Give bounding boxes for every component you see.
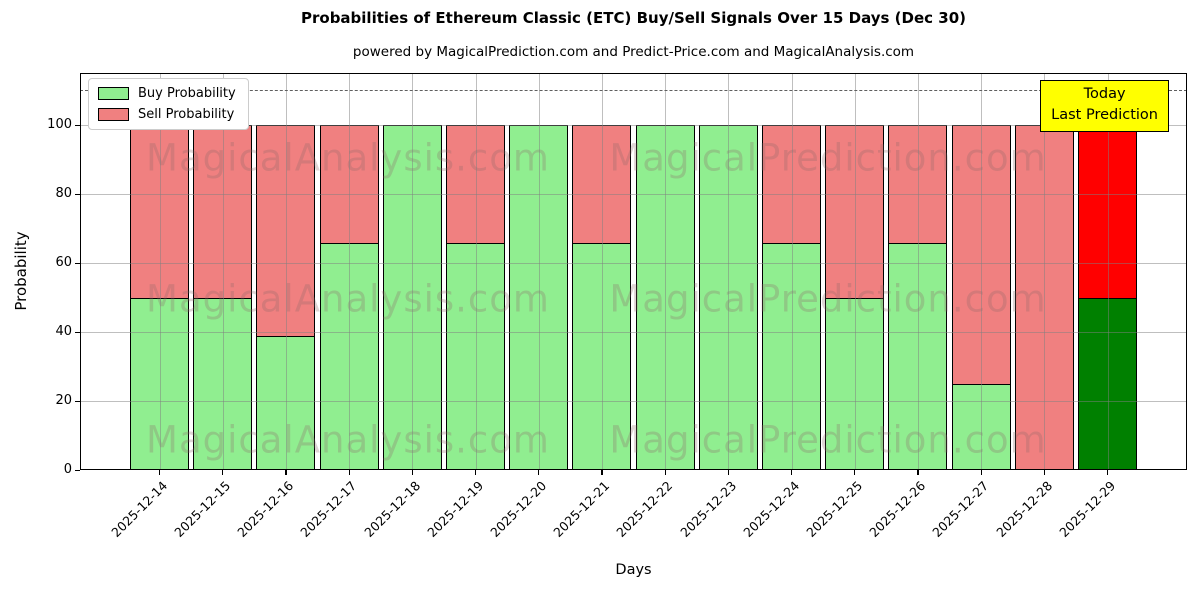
h-gridline xyxy=(80,331,1187,333)
x-tick-mark xyxy=(285,470,287,475)
x-tick-label-text: 2025-12-29 xyxy=(1056,478,1119,540)
v-gridline xyxy=(728,73,730,470)
y-tick-label: 100 xyxy=(47,116,72,132)
y-tick-mark xyxy=(75,331,80,334)
y-tick-label: 40 xyxy=(55,323,72,339)
watermark-text: MagicalAnalysis.com xyxy=(146,136,550,180)
v-gridline xyxy=(412,73,414,470)
legend-item-sell: Sell Probability xyxy=(98,107,236,122)
x-tick-mark xyxy=(158,470,161,475)
h-gridline xyxy=(80,193,1187,195)
dashed-threshold-line xyxy=(80,90,1187,92)
y-tick-label: 0 xyxy=(63,462,72,477)
v-gridline xyxy=(538,73,540,470)
y-tick-label: 80 xyxy=(55,185,72,201)
x-tick-label: 2025-12-29 xyxy=(948,478,1118,540)
x-tick-mark xyxy=(980,470,982,475)
x-tick-mark xyxy=(348,470,350,475)
v-gridline xyxy=(1044,73,1046,470)
x-tick-mark xyxy=(854,470,856,475)
v-gridline xyxy=(981,73,983,470)
v-gridline xyxy=(1107,73,1109,470)
v-gridline xyxy=(222,73,224,470)
x-tick-mark xyxy=(917,470,919,475)
annotation-line2: Last Prediction xyxy=(1051,107,1158,124)
annotation-line1: Today xyxy=(1083,86,1126,102)
h-gridline xyxy=(80,124,1187,126)
legend-label-buy: Buy Probability xyxy=(138,86,236,101)
h-gridline xyxy=(80,262,1187,264)
watermark-text: MagicalAnalysis.com xyxy=(146,418,550,462)
sell-probability-swatch xyxy=(98,108,129,121)
x-tick-mark xyxy=(411,470,413,475)
x-tick-mark xyxy=(1106,470,1109,475)
y-tick-label: 20 xyxy=(55,392,72,408)
buy-probability-swatch xyxy=(98,87,129,100)
v-gridline xyxy=(854,73,856,470)
y-tick-mark xyxy=(75,470,80,472)
x-tick-mark xyxy=(538,470,540,475)
v-gridline xyxy=(917,73,919,470)
legend: Buy Probability Sell Probability xyxy=(88,78,249,130)
watermark-text: MagicalAnalysis.com xyxy=(146,277,550,321)
today-annotation: Today Last Prediction xyxy=(1040,80,1169,133)
x-tick-mark xyxy=(222,470,224,475)
x-axis-label: Days xyxy=(615,562,652,578)
x-tick-mark xyxy=(727,470,729,475)
x-tick-mark xyxy=(1043,470,1045,475)
h-gridline xyxy=(80,400,1187,402)
x-tick-mark xyxy=(790,470,793,475)
y-tick-label: 60 xyxy=(55,254,72,270)
watermark-text: MagicalPrediction.com xyxy=(609,277,1047,321)
legend-label-sell: Sell Probability xyxy=(138,107,235,122)
v-gridline xyxy=(791,73,793,470)
y-tick-mark xyxy=(75,193,80,196)
v-gridline xyxy=(159,73,161,470)
chart-subtitle: powered by MagicalPrediction.com and Pre… xyxy=(352,44,915,60)
chart-title: Probabilities of Ethereum Classic (ETC) … xyxy=(301,9,966,27)
y-tick-mark xyxy=(75,400,80,403)
x-tick-mark xyxy=(664,470,666,475)
plot-area: Buy Probability Sell Probability Today L… xyxy=(47,73,1187,540)
legend-item-buy: Buy Probability xyxy=(98,86,236,101)
y-axis-label: Probability xyxy=(12,231,30,311)
x-tick-mark xyxy=(601,470,603,475)
v-gridline xyxy=(665,73,667,470)
v-gridline xyxy=(349,73,351,470)
y-tick-mark xyxy=(75,124,80,127)
y-tick-mark xyxy=(75,262,80,265)
watermark-text: MagicalPrediction.com xyxy=(609,136,1047,180)
v-gridline xyxy=(601,73,603,470)
x-tick-mark xyxy=(474,470,477,475)
v-gridline xyxy=(475,73,477,470)
watermark-text: MagicalPrediction.com xyxy=(609,418,1047,462)
v-gridline xyxy=(285,73,287,470)
